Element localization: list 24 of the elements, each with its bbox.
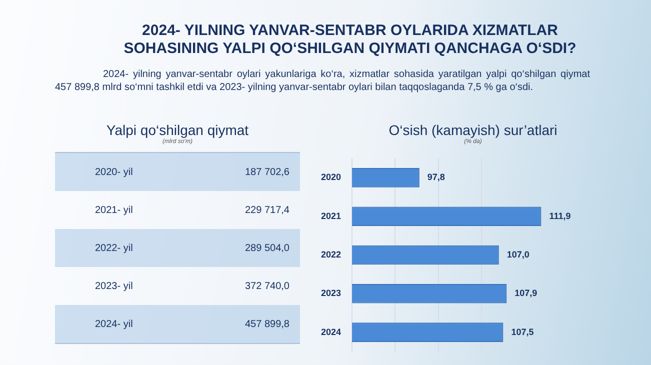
category-label: 2023- yil — [94, 280, 134, 292]
y-tick-label: 2022 — [320, 249, 342, 260]
text: 2024- YILNING YANVAR-SENTABR OYLARIDA XIZMATLAR SOHASINING YALPI QO‘SHILGAN QIYMATI QANCHAGA O‘SDI? — [122, 22, 578, 58]
category-label: 2022- yil — [94, 242, 134, 254]
data-label: 107,5 — [511, 326, 534, 337]
data-label: 187 702,6 — [244, 166, 290, 178]
data-label: 372 740,0 — [244, 280, 290, 292]
data-label: 111,9 — [549, 210, 571, 221]
text: Yalpi qo‘shilgan qiymat — [105, 122, 250, 138]
y-tick-label: 2024 — [320, 326, 342, 337]
chart-title: O‘sish (kamayish) sur’atlari — [388, 122, 558, 138]
data-label: 229 717,4 — [244, 204, 290, 216]
text: 2024- yilning yanvar-sentabr oylari yakunlariga ko‘ra, xizmatlar sohasida yaratilgan yalpi qo‘shilgan qiymat 457 899,8 mlrd so‘mni tashkil etdi va 2023- yilning yanvar-sentabr oylari bilan taqqoslaganda 7,5 % ga o‘sdi. — [55, 68, 590, 94]
data-label: 289 504,0 — [244, 242, 290, 254]
category-label: 2020- yil — [94, 166, 134, 178]
category-label: 2024- yil — [94, 318, 134, 330]
data-label: 107,9 — [514, 288, 538, 298]
category-label: 2021- yil — [94, 204, 134, 216]
data-label: 107,0 — [506, 249, 530, 260]
data-label: 457 899,8 — [244, 318, 290, 330]
data-label: 97,8 — [427, 172, 445, 182]
y-tick-label: 2021 — [320, 210, 342, 221]
y-tick-label: 2023 — [320, 288, 342, 298]
y-tick-label: 2020 — [320, 172, 342, 182]
